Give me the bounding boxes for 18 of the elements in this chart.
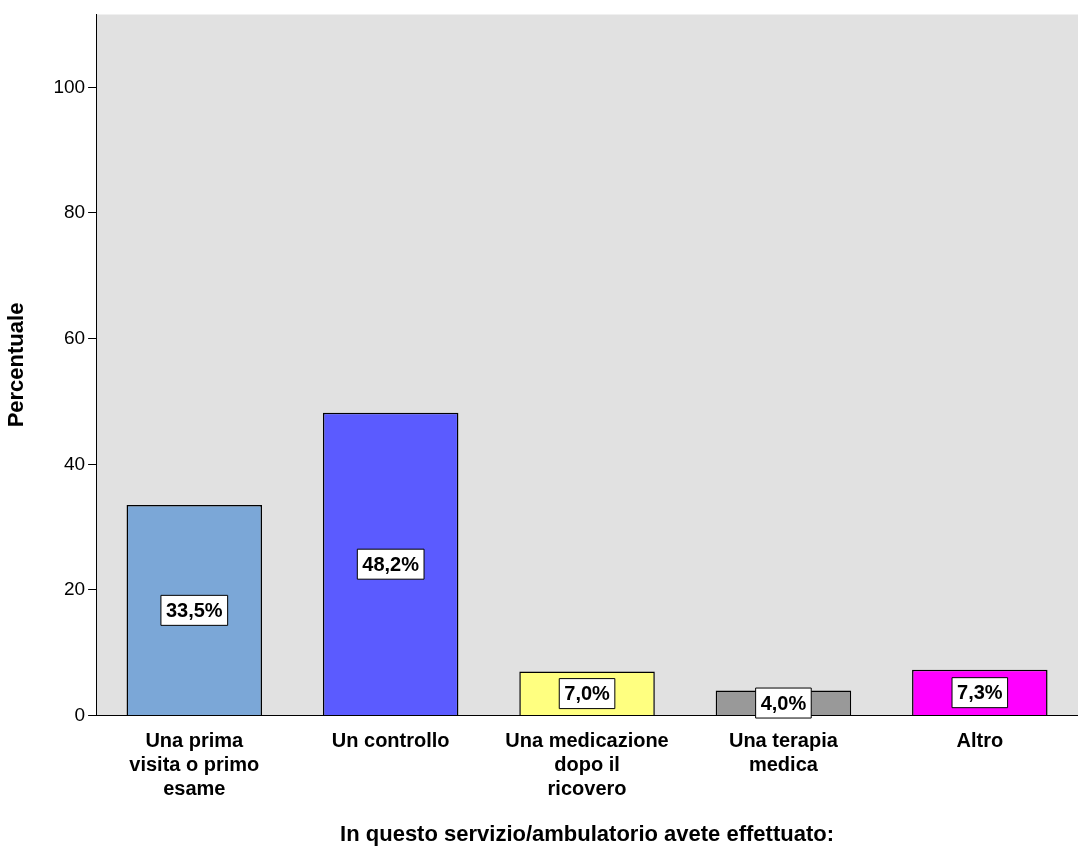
- x-tick-label: Una terapia medica: [728, 729, 839, 776]
- data-label: 33,5%: [165, 598, 223, 621]
- x-tick-label: Una prima visita o primo esame: [129, 729, 260, 800]
- data-label: 48,2%: [362, 552, 420, 575]
- y-tick-label: 60: [63, 326, 86, 348]
- x-tick-label: Altro: [956, 729, 1004, 752]
- y-tick-label: 20: [63, 578, 86, 600]
- data-label: 7,0%: [564, 682, 611, 705]
- y-tick-label: 80: [63, 201, 86, 223]
- y-tick-label: 0: [74, 703, 86, 725]
- y-tick-label: 100: [53, 75, 86, 97]
- data-label: 7,3%: [957, 681, 1003, 704]
- y-tick-label: 40: [63, 452, 86, 474]
- data-label: 4,0%: [760, 691, 807, 714]
- x-tick-label: Un controllo: [331, 729, 450, 752]
- x-axis-title: In questo servizio/ambulatorio avete effettuato:: [340, 820, 834, 846]
- y-axis-title: Percentuale: [3, 302, 29, 428]
- x-tick-label: Una medicazione dopo il ricovero: [505, 729, 669, 800]
